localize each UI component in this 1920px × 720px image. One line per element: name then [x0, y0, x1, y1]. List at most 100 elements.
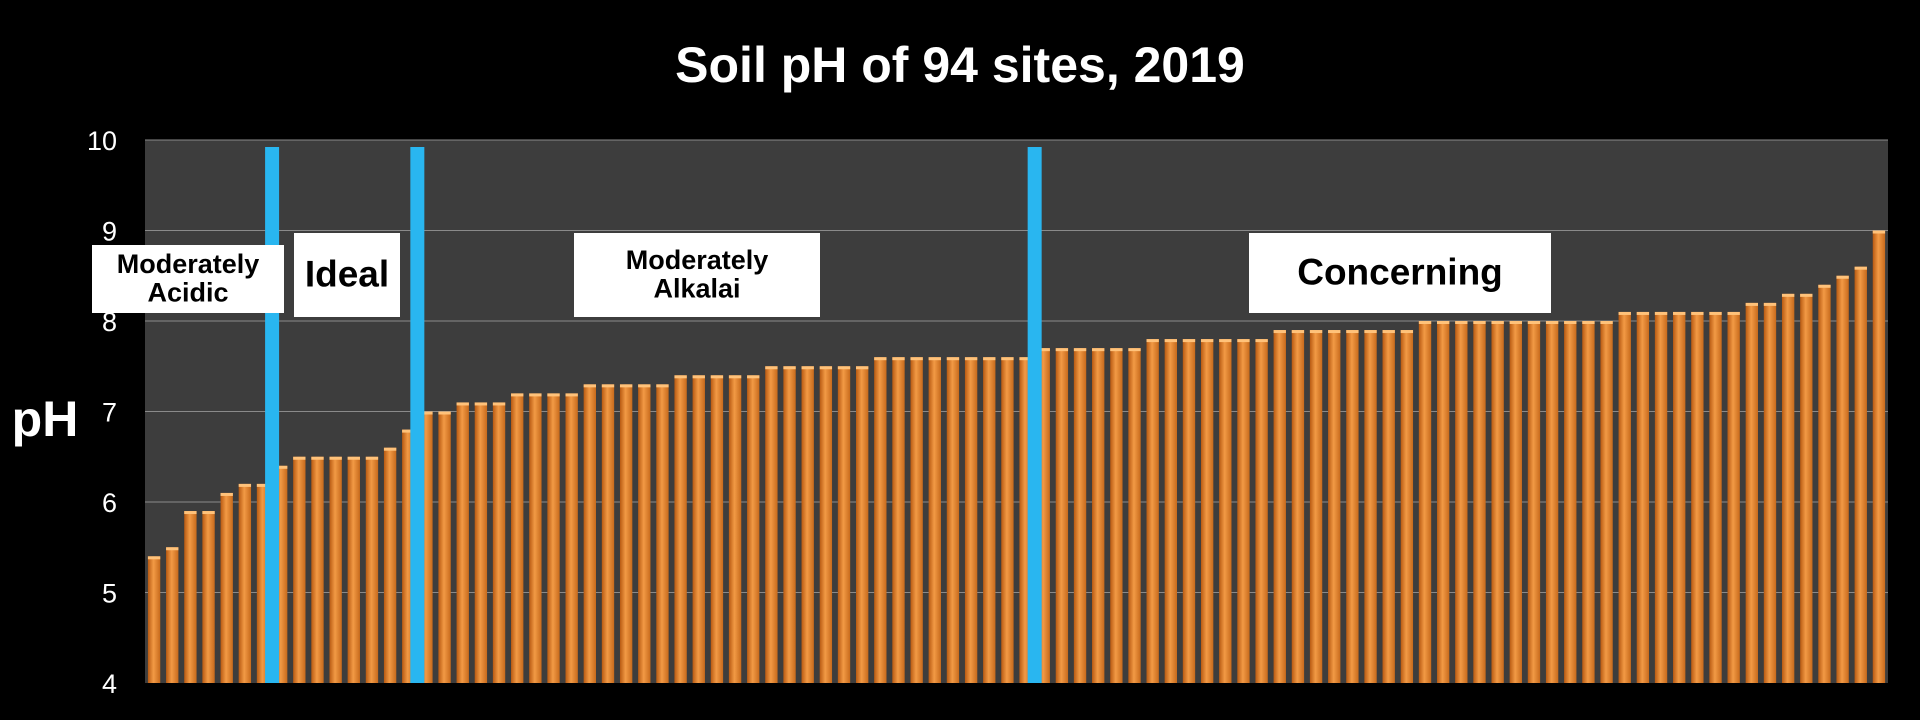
bar-cap [329, 456, 342, 460]
bar [1128, 348, 1141, 683]
bar [837, 366, 851, 683]
bar-cap [547, 393, 560, 397]
bar [747, 375, 760, 683]
bar-cap [1400, 330, 1414, 334]
zone-label-text: Concerning [1297, 251, 1503, 292]
bar [1273, 330, 1286, 683]
bar [1146, 339, 1159, 683]
bar-cap [1001, 357, 1014, 361]
bar-cap [874, 357, 887, 361]
bar [147, 556, 161, 683]
bar-cap [238, 483, 252, 487]
bar-cap [1781, 293, 1795, 297]
bar [1092, 348, 1105, 683]
bar-cap [1582, 321, 1595, 324]
bar [1582, 321, 1595, 683]
bar-cap [638, 384, 651, 388]
zone-label-text: Moderately [626, 245, 769, 275]
bar [1600, 321, 1613, 683]
bar [1328, 330, 1341, 683]
bar-cap [1200, 339, 1214, 343]
y-tick-label: 4 [102, 669, 117, 699]
bar-cap [1328, 330, 1341, 334]
bar [946, 357, 960, 683]
bar [1001, 357, 1014, 683]
bar-cap [1818, 284, 1831, 288]
bar [1854, 266, 1867, 683]
bar [1309, 330, 1323, 683]
bar [619, 384, 633, 683]
bar-cap [438, 411, 451, 415]
bar-cap [1146, 339, 1159, 343]
bar [892, 357, 905, 683]
bar-cap [801, 366, 814, 370]
bar [601, 384, 615, 683]
bar [1364, 330, 1377, 683]
bar [1709, 311, 1722, 683]
bar [765, 366, 778, 683]
zone-label-box [574, 233, 820, 317]
bar-cap [365, 456, 379, 460]
bar-cap [1073, 348, 1087, 352]
bar-cap [166, 547, 179, 551]
y-tick-label: 8 [102, 307, 117, 337]
bar-cap [1346, 330, 1359, 334]
bar [1691, 311, 1704, 683]
bar-cap [964, 357, 978, 361]
bar-cap [1164, 339, 1177, 343]
bar-cap [892, 357, 905, 361]
y-ticks: 4 5 6 7 8 9 10 [87, 126, 117, 699]
bar [1255, 339, 1268, 683]
bar-cap [583, 384, 596, 388]
bar-cap [928, 357, 941, 361]
bar [638, 384, 651, 683]
bar-cap [1636, 311, 1650, 315]
bar-cap [674, 375, 687, 379]
bar [1219, 339, 1232, 683]
bar-cap [1527, 321, 1541, 324]
bar [1618, 311, 1631, 683]
bar-cap [456, 402, 469, 406]
bar [474, 402, 488, 683]
y-tick-label: 6 [102, 488, 117, 518]
bar-cap [1309, 330, 1323, 334]
bar [1527, 321, 1541, 683]
bar-cap [819, 366, 833, 370]
bar [910, 357, 923, 683]
bar [1400, 330, 1414, 683]
bar-cap [202, 511, 215, 515]
zone-label-box [294, 233, 400, 317]
bar-cap [656, 384, 669, 388]
bar [1491, 321, 1504, 683]
bar-cap [1128, 348, 1141, 352]
gridlines [145, 139, 1888, 593]
bar-cap [1691, 311, 1704, 315]
y-tick-label: 7 [102, 398, 117, 428]
bar-cap [311, 456, 324, 460]
bar-cap [692, 375, 705, 379]
bar [511, 393, 524, 683]
bar [1636, 311, 1650, 683]
bar [928, 357, 941, 683]
bar [202, 511, 215, 683]
bar [583, 384, 596, 683]
bar [783, 366, 796, 683]
bar [492, 402, 506, 683]
bar [1110, 348, 1123, 683]
bar [1781, 293, 1795, 683]
bar-cap [220, 492, 233, 496]
bar-cap [565, 393, 578, 397]
bar [547, 393, 560, 683]
bar-cap [1654, 311, 1668, 315]
bar-cap [765, 366, 778, 370]
bar [1182, 339, 1196, 683]
bar [656, 384, 669, 683]
bar [1818, 284, 1831, 683]
bar-cap [256, 483, 270, 487]
bar-cap [1800, 293, 1813, 297]
bar [1727, 311, 1740, 683]
bar-cap [1673, 311, 1686, 315]
bar [1437, 321, 1450, 683]
bar-cap [529, 393, 542, 397]
